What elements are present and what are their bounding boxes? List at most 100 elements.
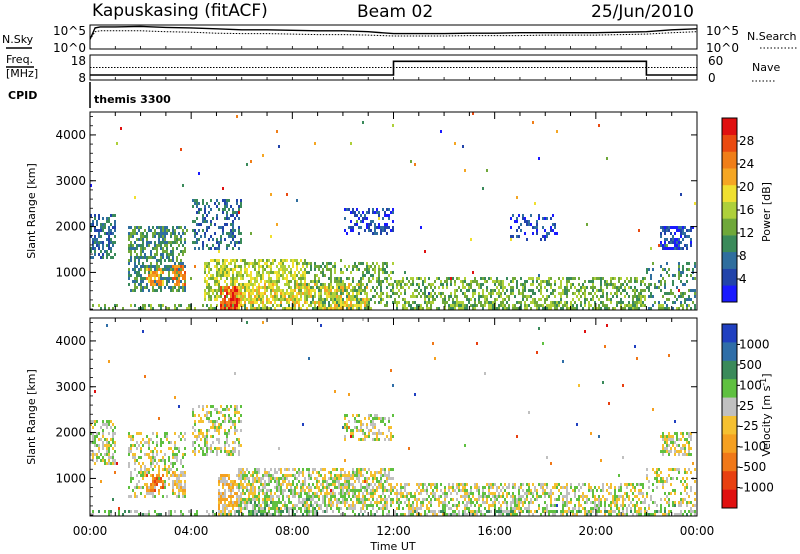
power-cell xyxy=(362,271,364,274)
power-cell xyxy=(302,304,304,307)
power-cell xyxy=(172,280,174,283)
velocity-cell xyxy=(512,498,514,501)
velocity-cell xyxy=(176,447,178,450)
power-cell xyxy=(620,298,622,301)
power-cell xyxy=(294,295,296,298)
power-cell xyxy=(424,292,426,295)
power-cell xyxy=(206,304,208,307)
velocity-cell xyxy=(518,498,520,501)
power-cell xyxy=(536,220,538,223)
power-cell xyxy=(422,280,424,283)
power-cell xyxy=(670,289,672,292)
velocity-cell xyxy=(414,492,416,495)
power-cell xyxy=(276,280,278,283)
power-cell xyxy=(248,295,250,298)
velocity-cell xyxy=(104,510,106,513)
velocity-cell xyxy=(98,447,100,450)
power-cell xyxy=(480,304,482,307)
power-cell xyxy=(260,265,262,268)
power-cell xyxy=(424,280,426,283)
power-cell xyxy=(136,247,138,250)
velocity-cell xyxy=(276,477,278,480)
velocity-cell xyxy=(148,471,150,474)
power-cell xyxy=(660,235,662,238)
power-cell xyxy=(392,289,394,292)
power-cell xyxy=(286,274,288,277)
velocity-cell xyxy=(348,393,350,396)
power-cell xyxy=(236,277,238,280)
power-cell xyxy=(266,271,268,274)
power-cell xyxy=(222,259,224,262)
power-cell xyxy=(278,145,280,148)
power-cell xyxy=(166,268,168,271)
power-cell xyxy=(208,292,210,295)
velocity-cell xyxy=(162,486,164,489)
power-cell xyxy=(154,241,156,244)
power-cell xyxy=(414,301,416,304)
power-cell xyxy=(278,271,280,274)
power-cell xyxy=(530,289,532,292)
velocity-cell xyxy=(364,501,366,504)
power-cell xyxy=(168,241,170,244)
velocity-cell xyxy=(384,474,386,477)
velocity-cell xyxy=(180,432,182,435)
power-cell xyxy=(102,256,104,259)
power-cell xyxy=(404,307,406,310)
velocity-cell xyxy=(416,507,418,510)
velocity-cell xyxy=(234,408,236,411)
velocity-cell xyxy=(482,498,484,501)
power-cell xyxy=(580,289,582,292)
velocity-cell xyxy=(138,444,140,447)
power-cell xyxy=(536,226,538,229)
power-cell xyxy=(420,289,422,292)
power-cell xyxy=(584,292,586,295)
power-cell xyxy=(670,232,672,235)
velocity-cell xyxy=(306,486,308,489)
velocity-cell xyxy=(296,471,298,474)
velocity-cell xyxy=(332,480,334,483)
velocity-cell xyxy=(358,471,360,474)
velocity-cell xyxy=(218,510,220,513)
power-cell xyxy=(532,121,534,124)
power-cell xyxy=(264,286,266,289)
power-cell xyxy=(128,268,130,271)
power-cell xyxy=(486,301,488,304)
velocity-cell xyxy=(342,498,344,501)
power-cell xyxy=(310,268,312,271)
power-cell xyxy=(236,274,238,277)
cpid-label: CPID xyxy=(8,89,37,102)
velocity-cell xyxy=(150,489,152,492)
power-cell xyxy=(174,229,176,232)
power-cell xyxy=(576,289,578,292)
power-cell xyxy=(280,268,282,271)
velocity-cell xyxy=(342,489,344,492)
power-cell xyxy=(428,283,430,286)
velocity-cell xyxy=(464,483,466,486)
velocity-cell xyxy=(390,438,392,441)
power-cell xyxy=(468,301,470,304)
power-cell xyxy=(494,289,496,292)
power-cell xyxy=(500,301,502,304)
velocity-cell xyxy=(332,495,334,498)
velocity-cell xyxy=(94,438,96,441)
velocity-cell xyxy=(392,468,394,471)
power-cell xyxy=(654,301,656,304)
power-cell xyxy=(172,229,174,232)
power-cell xyxy=(680,271,682,274)
power-cell xyxy=(344,304,346,307)
power-cell xyxy=(348,304,350,307)
velocity-cell xyxy=(226,474,228,477)
power-cell xyxy=(130,232,132,235)
velocity-cell xyxy=(360,501,362,504)
power-cell xyxy=(522,217,524,220)
power-cell xyxy=(490,307,492,310)
power-cell xyxy=(316,301,318,304)
velocity-cell xyxy=(420,483,422,486)
velocity-cell xyxy=(322,501,324,504)
power-cell xyxy=(194,265,196,268)
velocity-cell xyxy=(164,462,166,465)
power-cell xyxy=(546,283,548,286)
power-cell xyxy=(262,295,264,298)
power-cell xyxy=(180,238,182,241)
velocity-cell xyxy=(288,498,290,501)
